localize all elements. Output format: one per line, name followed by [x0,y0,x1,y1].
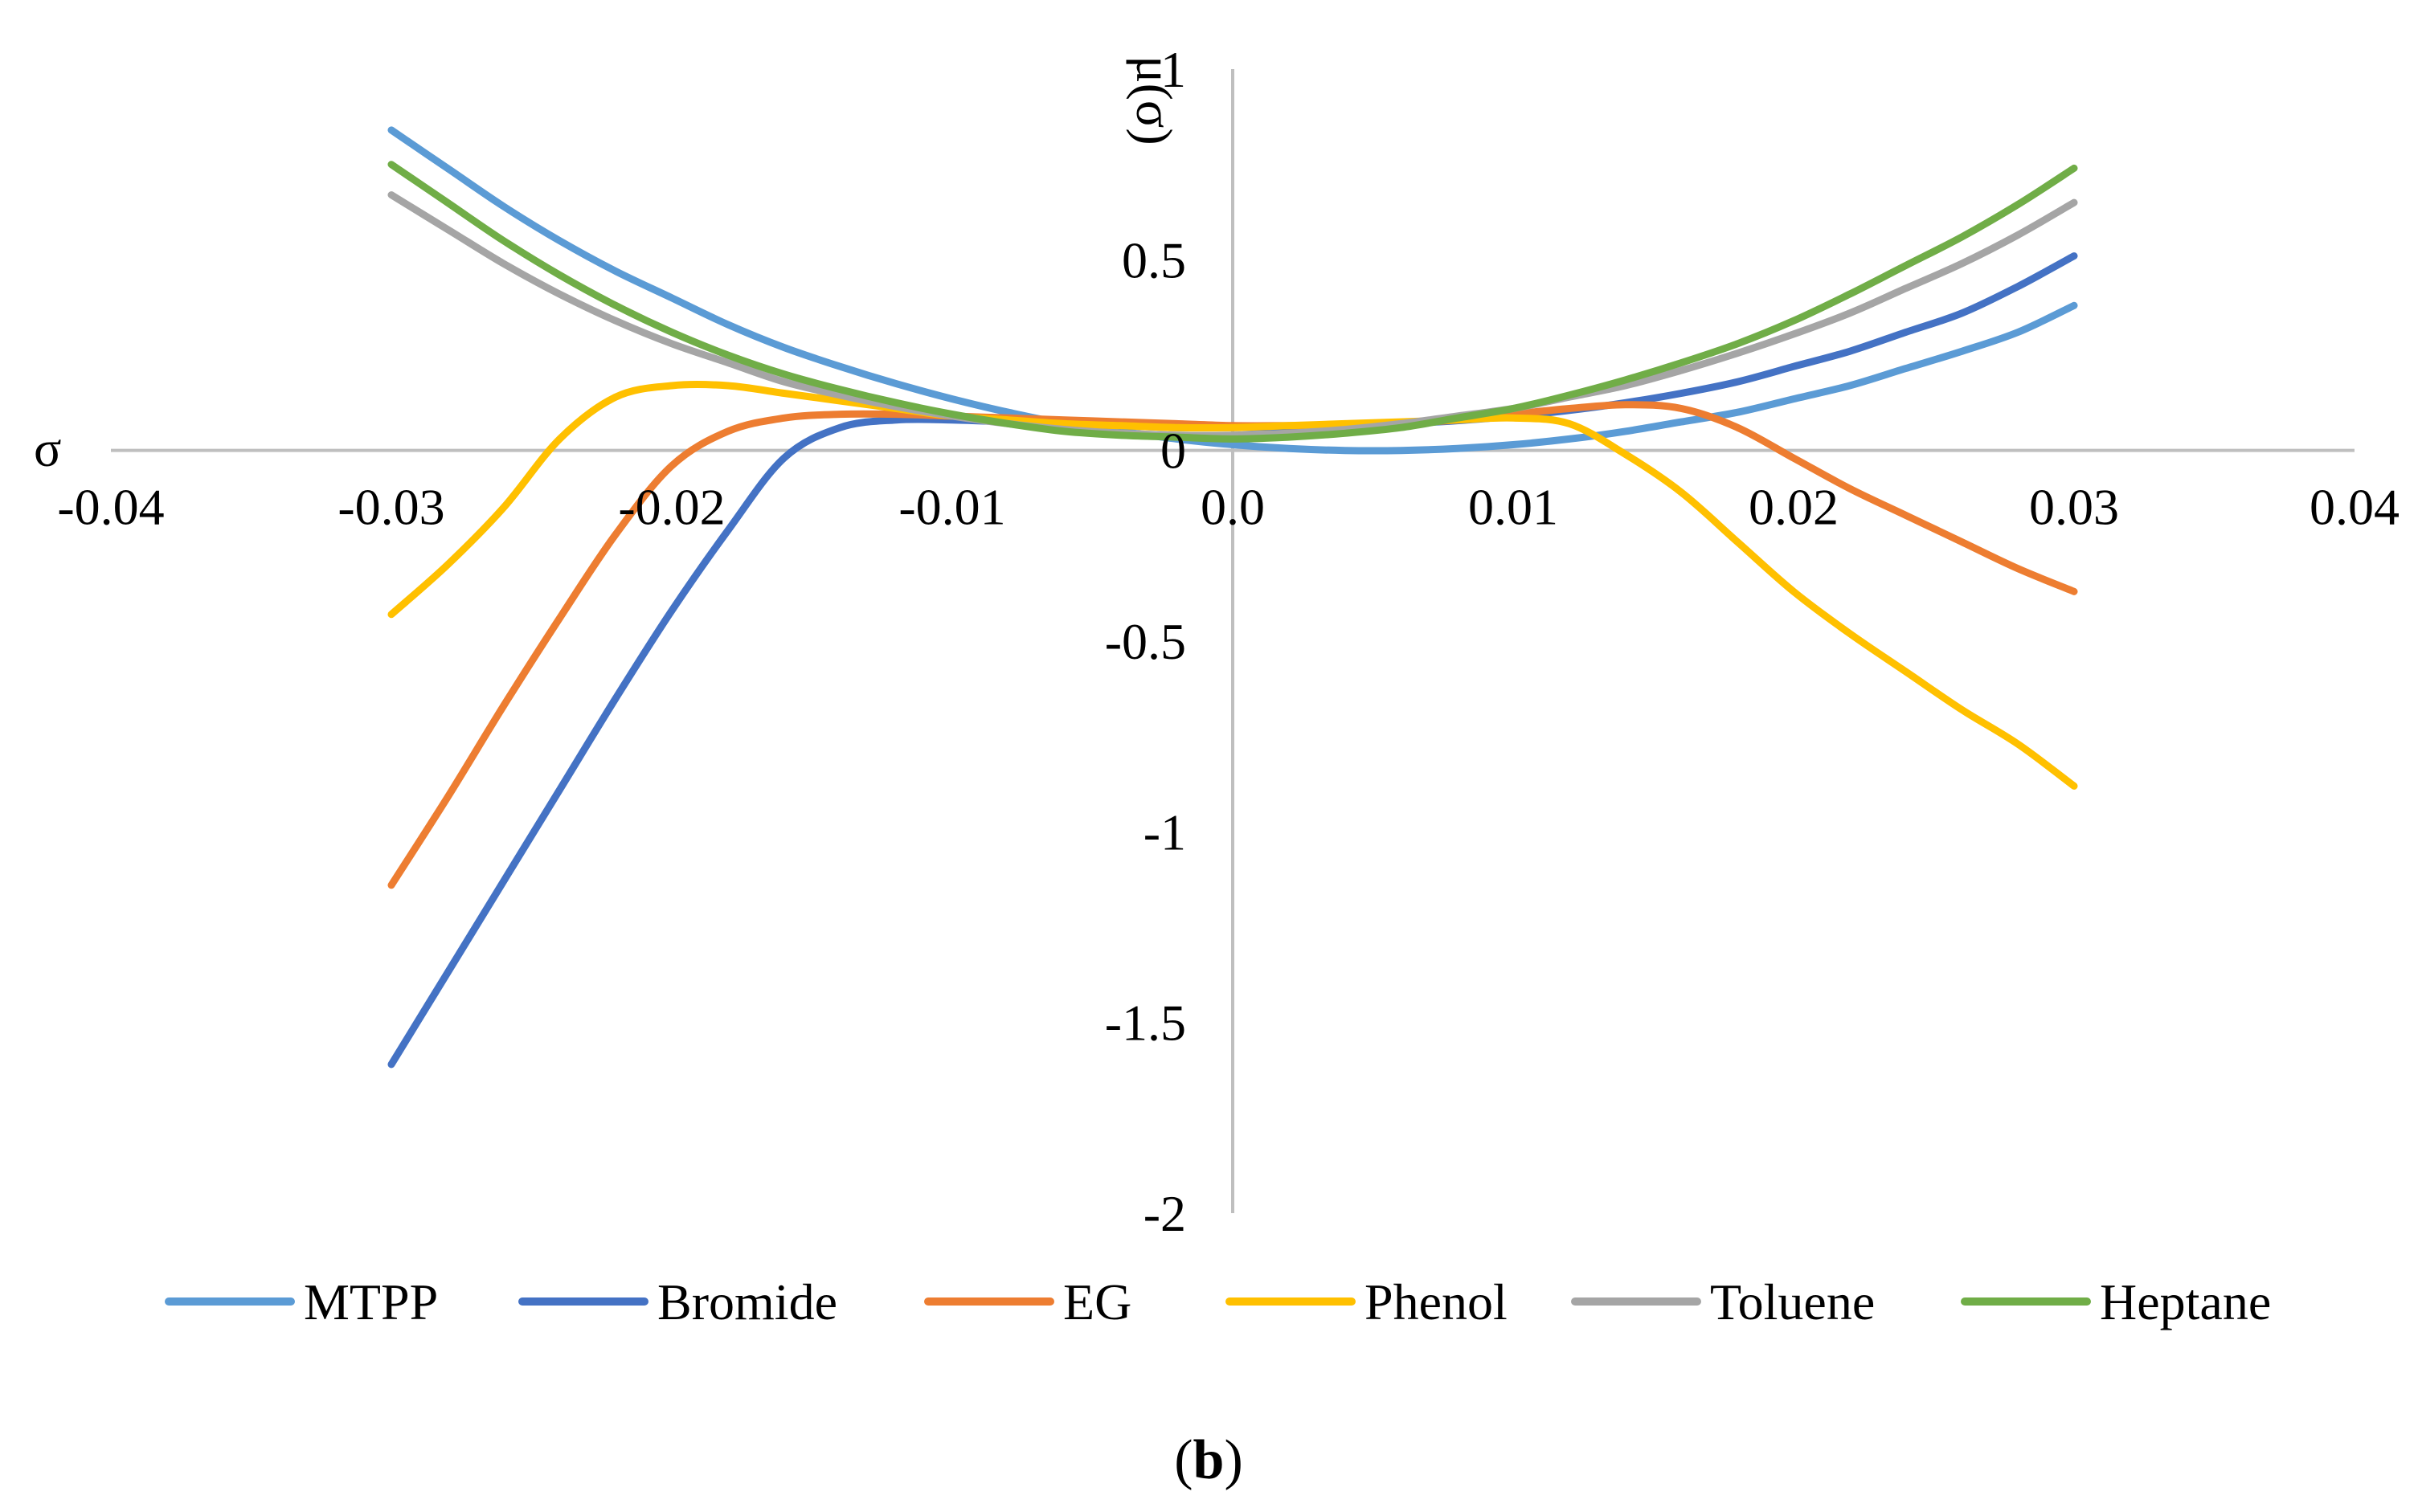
series-line-toluene [387,191,2078,439]
legend-label-bromide: Bromide [657,1273,837,1330]
series-line-phenol [387,380,2078,790]
x-tick-label: -0.02 [618,479,725,536]
legend-label-mtpp: MTPP [304,1273,438,1330]
legend-label-eg: EG [1063,1273,1131,1330]
legend-label-phenol: Phenol [1364,1273,1508,1330]
series-line-heptane [387,161,2078,443]
legend: MTPP Bromide EG Phenol Toluene Heptane [165,1273,2271,1330]
x-tick-label: -0.01 [898,479,1005,536]
x-tick-label: -0.04 [57,479,164,536]
y-axis-title: μ(σ) [1126,55,1183,145]
x-tick-label: 0.03 [2029,479,2119,536]
y-tick-label: 0 [1160,423,1186,480]
y-tick-label: -1.5 [1105,995,1186,1052]
figure-caption: (b) [1174,1429,1243,1491]
y-tick-label: -1 [1144,803,1186,860]
tick-labels: -0.04 -0.03 -0.02 -0.01 0.0 0.01 0.02 0.03 0.04 1… [57,41,2400,1242]
x-tick-label: 0.01 [1468,479,1558,536]
series-lines [387,126,2078,1069]
y-tick-label: -0.5 [1105,613,1186,670]
x-tick-label: 0.02 [1749,479,1839,536]
x-tick-label: 0.0 [1201,479,1265,536]
x-tick-label: 0.04 [2310,479,2400,536]
y-tick-label: -2 [1144,1185,1186,1242]
series-line-mtpp [387,126,2078,455]
y-tick-label: 0.5 [1122,231,1186,288]
x-tick-label: -0.03 [338,479,444,536]
axes [111,69,2355,1213]
y-tick-label: 1 [1160,41,1186,98]
legend-label-heptane: Heptane [2100,1273,2271,1330]
legend-label-toluene: Toluene [1710,1273,1875,1330]
x-axis-title: σ [34,420,62,477]
axis-titles: σ μ(σ) [34,55,1183,477]
